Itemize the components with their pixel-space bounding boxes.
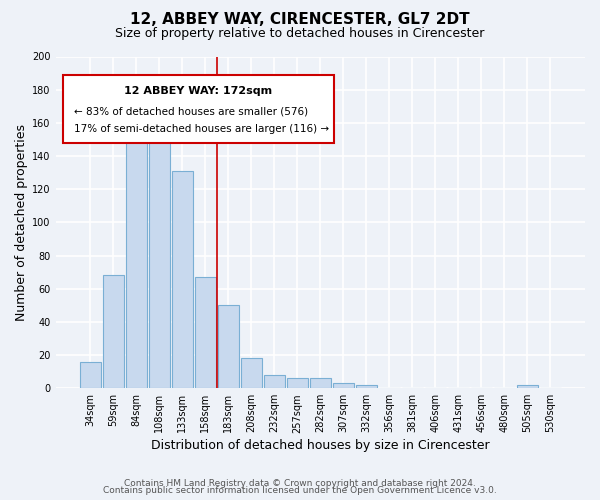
Bar [287, 378, 308, 388]
Bar [218, 306, 239, 388]
Text: 12 ABBEY WAY: 172sqm: 12 ABBEY WAY: 172sqm [124, 86, 272, 97]
Text: 12, ABBEY WAY, CIRENCESTER, GL7 2DT: 12, ABBEY WAY, CIRENCESTER, GL7 2DT [130, 12, 470, 28]
X-axis label: Distribution of detached houses by size in Cirencester: Distribution of detached houses by size … [151, 440, 490, 452]
Y-axis label: Number of detached properties: Number of detached properties [15, 124, 28, 321]
Bar [172, 171, 193, 388]
Bar [149, 120, 170, 388]
Bar [103, 276, 124, 388]
Text: Size of property relative to detached houses in Cirencester: Size of property relative to detached ho… [115, 28, 485, 40]
Text: Contains public sector information licensed under the Open Government Licence v3: Contains public sector information licen… [103, 486, 497, 495]
Bar [310, 378, 331, 388]
Text: 17% of semi-detached houses are larger (116) →: 17% of semi-detached houses are larger (… [74, 124, 329, 134]
Bar [80, 362, 101, 388]
Text: ← 83% of detached houses are smaller (576): ← 83% of detached houses are smaller (57… [74, 106, 308, 117]
Bar [125, 124, 147, 388]
FancyBboxPatch shape [64, 74, 334, 142]
Bar [332, 383, 354, 388]
Text: Contains HM Land Registry data © Crown copyright and database right 2024.: Contains HM Land Registry data © Crown c… [124, 478, 476, 488]
Bar [241, 358, 262, 388]
Bar [356, 385, 377, 388]
Bar [263, 375, 285, 388]
Bar [194, 277, 216, 388]
Bar [517, 385, 538, 388]
